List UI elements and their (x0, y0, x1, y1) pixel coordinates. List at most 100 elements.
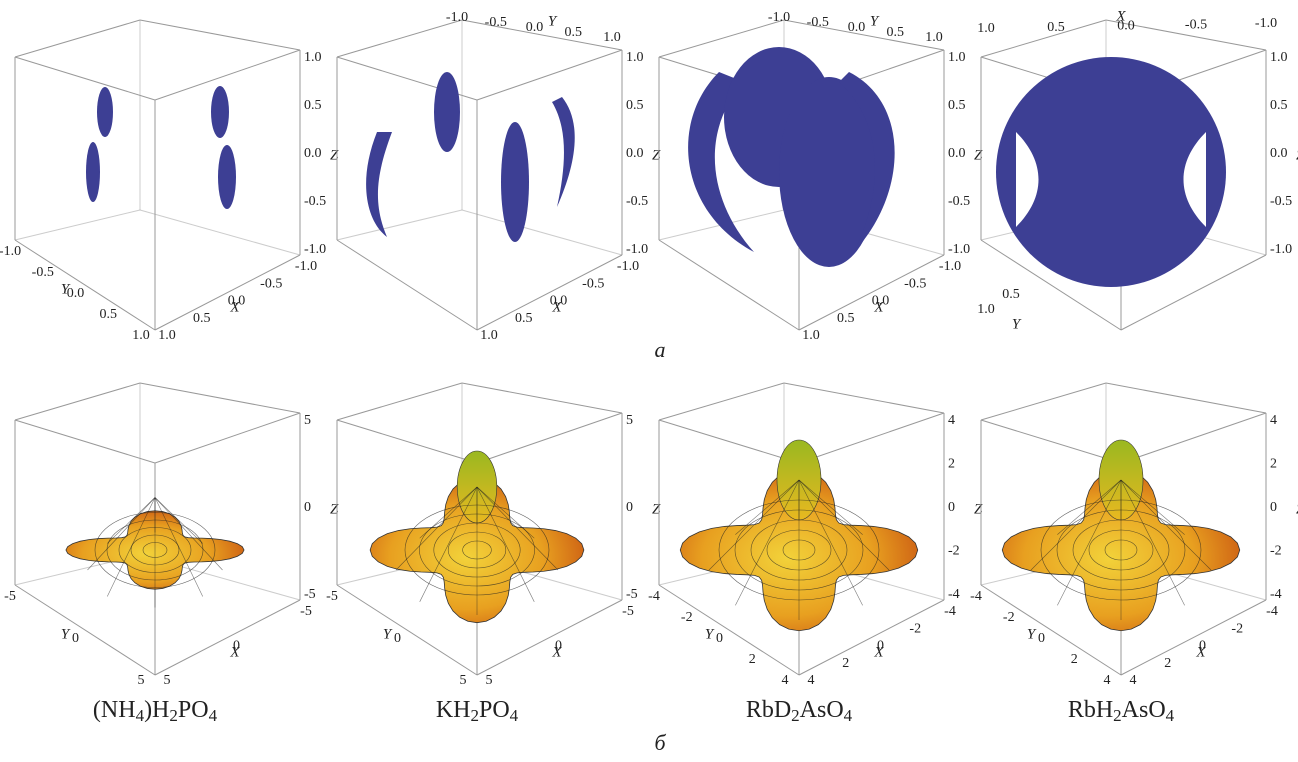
axis-label: X (229, 644, 240, 660)
compound-part: AsO (1122, 697, 1166, 723)
plot-3d: 50-5Z-505Y50-5XKH2PO4 (326, 383, 661, 725)
x-tick-label: 4 (808, 673, 815, 688)
compound-part: 4 (510, 706, 519, 725)
box-edge (659, 240, 799, 330)
plot-3d: 420-2-4Z-4-2024Y420-2-4XRbD2AsO4 (648, 383, 983, 725)
box-edge (799, 413, 944, 463)
plot-3d: 1.00.50.0-0.5-1.0Z1.00.5Y1.00.50.0-0.5-1… (977, 8, 1298, 332)
y-tick-label: 1.0 (603, 30, 621, 45)
box-edge (462, 210, 622, 255)
box-edge (15, 20, 140, 57)
box-edge (784, 383, 944, 413)
z-tick-label: 0.5 (626, 98, 644, 113)
compound-name: RbD2AsO4 (746, 697, 853, 725)
compound-part: 4 (209, 706, 218, 725)
compound-part: KH (436, 697, 471, 723)
box-edge (981, 383, 1106, 420)
z-tick-label: -1.0 (948, 242, 970, 257)
z-tick-label: -1.0 (626, 242, 648, 257)
figure: а б 1.00.50.0-0.5-1.0Z-1.0-0.50.00.51.0Y… (0, 0, 1298, 762)
axis-label: X (1115, 8, 1126, 24)
z-tick-label: -0.5 (1270, 194, 1292, 209)
y-tick-label: 0.0 (526, 20, 544, 35)
surface-region (366, 132, 392, 237)
y-tick-label: 0 (72, 631, 79, 646)
axis-label: Z (330, 147, 339, 163)
z-tick-label: 0 (626, 500, 633, 515)
y-tick-label: -0.5 (485, 15, 507, 30)
z-tick-label: -0.5 (948, 194, 970, 209)
y-tick-label: 0.5 (100, 307, 118, 322)
x-tick-label: -0.5 (260, 276, 282, 291)
compound-part: 4 (844, 706, 853, 725)
x-tick-label: 5 (486, 673, 493, 688)
y-tick-label: -2 (1003, 610, 1015, 625)
x-tick-label: -0.5 (582, 276, 604, 291)
axis-label: Z (974, 501, 983, 517)
z-tick-label: -0.5 (626, 194, 648, 209)
x-tick-label: -5 (300, 604, 312, 619)
x-tick-label: -0.5 (1185, 17, 1207, 32)
axis-label: Y (870, 13, 880, 29)
box-edge (15, 240, 155, 330)
axis-label: Z (652, 147, 661, 163)
compound-part: RbD (746, 697, 791, 723)
plot-3d: 1.00.50.0-0.5-1.0Z-1.0-0.50.00.51.0Y1.00… (0, 20, 339, 343)
z-tick-label: 0 (948, 500, 955, 515)
y-tick-label: 0 (716, 631, 723, 646)
z-tick-label: 1.0 (948, 50, 966, 65)
box-edge (981, 20, 1106, 57)
x-tick-label: 1.0 (480, 328, 498, 343)
box-edge (155, 50, 300, 100)
y-tick-label: 1.0 (977, 302, 995, 317)
box-edge (15, 210, 140, 240)
z-tick-label: 0.0 (948, 146, 966, 161)
axis-label: X (873, 299, 884, 315)
z-tick-label: -1.0 (304, 242, 326, 257)
z-tick-label: -4 (1270, 587, 1282, 602)
compound-part: )H (144, 697, 169, 723)
z-tick-label: 1.0 (304, 50, 322, 65)
y-tick-label: -0.5 (32, 265, 54, 280)
plot-3d: 1.00.50.0-0.5-1.0Z-1.0-0.50.00.51.0Y1.00… (659, 10, 983, 343)
y-tick-label: -0.5 (807, 15, 829, 30)
box-edge (140, 383, 300, 413)
x-tick-label: -4 (1266, 604, 1278, 619)
y-tick-label: 0 (1038, 631, 1045, 646)
y-tick-label: 4 (782, 673, 789, 688)
compound-name: KH2PO4 (436, 697, 519, 725)
box-edge (155, 255, 300, 330)
surface-region (218, 145, 236, 209)
box-edge (659, 383, 784, 420)
compound-part: 2 (791, 706, 800, 725)
y-tick-label: -4 (970, 589, 982, 604)
x-tick-label: 0.5 (515, 311, 533, 326)
compound-name: RbH2AsO4 (1068, 697, 1175, 725)
z-tick-label: 0 (304, 500, 311, 515)
y-tick-label: 5 (460, 673, 467, 688)
surface-region (501, 122, 529, 242)
z-tick-label: 4 (1270, 413, 1277, 428)
box-edge (155, 413, 300, 463)
x-tick-label: 4 (1130, 673, 1137, 688)
axis-label: X (229, 299, 240, 315)
x-tick-label: 5 (164, 673, 171, 688)
surface-region (434, 72, 460, 152)
z-tick-label: 0.5 (948, 98, 966, 113)
box-edge (15, 585, 155, 675)
box-edge (337, 420, 477, 463)
y-tick-label: 0.0 (848, 20, 866, 35)
x-tick-label: 0.5 (837, 311, 855, 326)
z-tick-label: -2 (948, 544, 960, 559)
y-tick-label: 2 (749, 652, 756, 667)
panel-label: б (654, 730, 666, 755)
z-tick-label: -5 (626, 587, 638, 602)
box-edge (140, 20, 300, 50)
box-edge (477, 255, 622, 330)
z-tick-label: 1.0 (1270, 50, 1288, 65)
box-edge (155, 600, 300, 675)
y-tick-label: -4 (648, 589, 660, 604)
x-tick-label: -2 (1231, 621, 1243, 636)
x-tick-label: -1.0 (1255, 16, 1277, 31)
x-tick-label: 1.0 (977, 21, 995, 36)
